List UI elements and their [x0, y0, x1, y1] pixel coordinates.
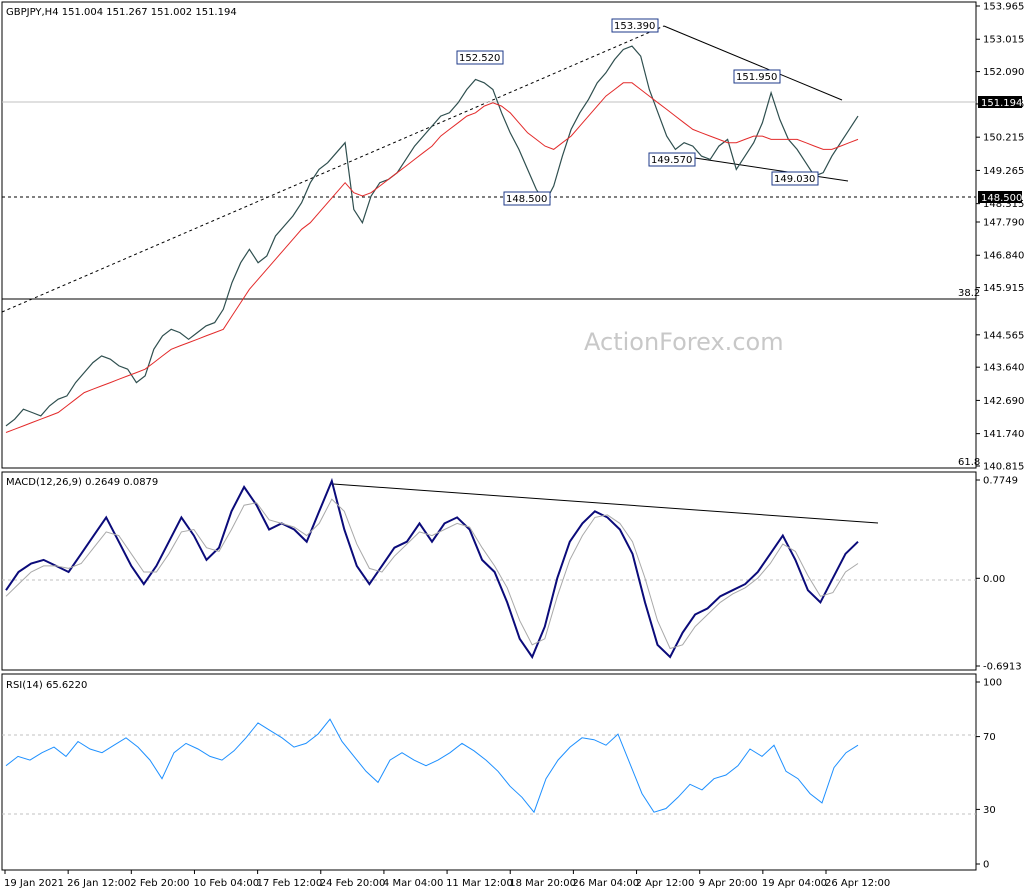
- macd-ytick-label: 0.00: [983, 574, 1005, 585]
- annotation-151950-text: 151.950: [736, 72, 777, 83]
- rsi-header: RSI(14) 65.6220: [6, 680, 87, 691]
- xtick-label: 26 Jan 12:00: [67, 878, 130, 889]
- fib-382-label: 38.2: [958, 288, 980, 299]
- level-148500-tag-text: 148.500: [981, 193, 1022, 204]
- last-price-tag-text: 151.194: [981, 98, 1022, 109]
- xtick-label: 4 Mar 04:00: [383, 878, 443, 889]
- xtick-label: 26 Mar 04:00: [572, 878, 639, 889]
- rsi-ytick-label: 100: [983, 678, 1002, 689]
- level-148500-tag: 148.500: [978, 191, 1022, 204]
- macd-y-axis: 0.7749 0.00 -0.6913: [976, 476, 1022, 673]
- annotation-152520: 152.520: [456, 50, 504, 65]
- xtick-label: 26 Apr 12:00: [825, 878, 890, 889]
- trendline-resistance: [663, 25, 843, 101]
- macd-series-signal: [5, 498, 859, 650]
- rsi-ytick-label: 70: [983, 732, 996, 743]
- annotation-149570-text: 149.570: [651, 155, 692, 166]
- xtick-label: 18 Mar 20:00: [509, 878, 576, 889]
- price-ytick-label: 148.315: [983, 199, 1024, 210]
- rsi-series-rsi: [5, 718, 859, 814]
- trendline-support-dashed: [1, 25, 665, 313]
- price-ytick-label: 146.840: [983, 251, 1024, 262]
- macd-header: MACD(12,26,9) 0.2649 0.0879: [6, 477, 158, 488]
- price-ytick-label: 142.690: [983, 396, 1024, 407]
- rsi-series-group: [5, 718, 859, 814]
- macd-series-macd: [5, 477, 859, 660]
- xtick-label: 2 Apr 12:00: [636, 878, 695, 889]
- macd-series-group: [5, 477, 859, 660]
- price-ytick-label: 147.790: [983, 218, 1024, 229]
- rsi-y-axis: 100 70 30 0: [976, 678, 1002, 871]
- price-ytick-label: 153.015: [983, 35, 1024, 46]
- macd-ytick-label: 0.7749: [983, 476, 1018, 487]
- rsi-ytick-label: 30: [983, 805, 996, 816]
- price-ytick-label: 144.565: [983, 330, 1024, 341]
- xtick-label: 9 Apr 20:00: [699, 878, 758, 889]
- fib-618-label: 61.8: [958, 457, 980, 468]
- annotation-153390-text: 153.390: [614, 21, 655, 32]
- rsi-panel: [1, 673, 977, 871]
- price-panel: [1, 1, 977, 469]
- xtick-label: 11 Mar 12:00: [446, 878, 513, 889]
- price-ytick-label: 152.090: [983, 67, 1024, 78]
- price-header: GBPJPY,H4 151.004 151.267 151.002 151.19…: [6, 7, 237, 18]
- annotation-148500-text: 148.500: [506, 194, 547, 205]
- xtick-label: 19 Jan 2021: [4, 878, 64, 889]
- trendline-lower: [694, 157, 849, 182]
- price-ytick-label: 150.215: [983, 133, 1024, 144]
- price-ytick-label: 153.965: [983, 2, 1024, 13]
- price-ytick-label: 141.740: [983, 429, 1024, 440]
- xtick-label: 19 Apr 04:00: [762, 878, 827, 889]
- xtick-label: 17 Feb 12:00: [257, 878, 323, 889]
- price-ytick-label: 140.815: [983, 462, 1024, 473]
- price-series-ma55: [5, 82, 859, 433]
- last-price-tag: 151.194: [978, 96, 1022, 109]
- price-ytick-label: 145.915: [983, 283, 1024, 294]
- annotation-149030-text: 149.030: [774, 174, 815, 185]
- price-y-axis: 153.965153.015152.090151.165150.215149.2…: [976, 2, 1024, 473]
- price-series-group: [5, 45, 859, 433]
- macd-panel: [1, 471, 977, 671]
- rsi-ytick-label: 0: [983, 860, 989, 871]
- annotation-152520-text: 152.520: [459, 53, 500, 64]
- price-ytick-label: 149.265: [983, 166, 1024, 177]
- annotation-151950: 151.950: [733, 69, 781, 84]
- x-axis: 19 Jan 2021 26 Jan 12:00 2 Feb 20:00 10 Feb…: [4, 870, 890, 889]
- annotation-149570: 149.570: [648, 152, 696, 167]
- price-ytick-label: 143.640: [983, 363, 1024, 374]
- xtick-label: 10 Feb 04:00: [193, 878, 259, 889]
- annotation-153390: 153.390: [611, 18, 659, 33]
- annotation-149030: 149.030: [771, 171, 819, 186]
- xtick-label: 2 Feb 20:00: [130, 878, 189, 889]
- annotation-148500: 148.500: [503, 191, 551, 206]
- macd-trendline: [332, 483, 879, 524]
- xtick-label: 24 Feb 20:00: [320, 878, 386, 889]
- macd-ytick-label: -0.6913: [983, 662, 1022, 673]
- watermark: ActionForex.com: [584, 328, 784, 356]
